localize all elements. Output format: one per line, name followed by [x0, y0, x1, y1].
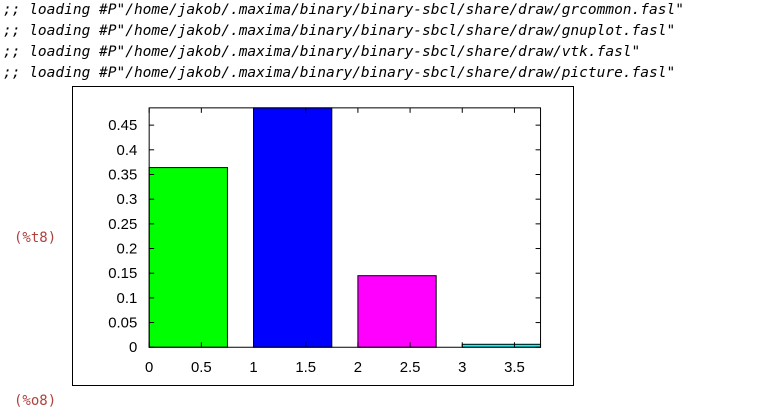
y-tick-label: 0.15 — [108, 266, 137, 282]
plot-border — [148, 107, 542, 348]
x-tick-label: 0.5 — [191, 360, 212, 376]
x-tick-label: 1.5 — [295, 360, 316, 376]
bar-chart: 0 0.05 0.1 0.15 0.2 0.25 0.3 0.35 0.4 0.45 0 0.5 1 1.… — [72, 86, 574, 386]
chart-bar — [357, 275, 437, 348]
x-tick-label: 3.5 — [504, 360, 525, 376]
x-tick-label: 2.5 — [400, 360, 421, 376]
y-tick-label: 0.05 — [108, 316, 137, 332]
y-tick-label: 0.1 — [117, 291, 138, 307]
y-tick-label: 0.25 — [108, 217, 137, 233]
chart-bar — [148, 167, 228, 348]
output-label-t8: (%t8) — [14, 230, 57, 246]
bar-chart-plot: 0 0.05 0.1 0.15 0.2 0.25 0.3 0.35 0.4 0.45 0 0.5 1 1.… — [108, 107, 542, 376]
x-tick-label: 3 — [458, 360, 466, 376]
x-tick-label: 2 — [354, 360, 362, 376]
output-label-o8: (%o8) — [14, 393, 57, 409]
y-tick-label: 0.2 — [117, 242, 138, 258]
log-line: ;; loading #P"/home/jakob/.maxima/binary… — [3, 44, 641, 60]
y-tick-label: 0.4 — [117, 143, 138, 159]
x-tick-label: 0 — [145, 360, 153, 376]
log-line: ;; loading #P"/home/jakob/.maxima/binary… — [3, 23, 676, 39]
log-line: ;; loading #P"/home/jakob/.maxima/binary… — [3, 2, 684, 18]
y-tick-label: 0.45 — [108, 118, 137, 134]
y-tick-label: 0 — [129, 340, 137, 356]
y-tick-label: 0.3 — [117, 192, 138, 208]
x-tick-label: 1 — [249, 360, 257, 376]
chart-bar — [253, 107, 333, 348]
y-tick-label: 0.35 — [108, 167, 137, 183]
log-line: ;; loading #P"/home/jakob/.maxima/binary… — [3, 65, 676, 81]
